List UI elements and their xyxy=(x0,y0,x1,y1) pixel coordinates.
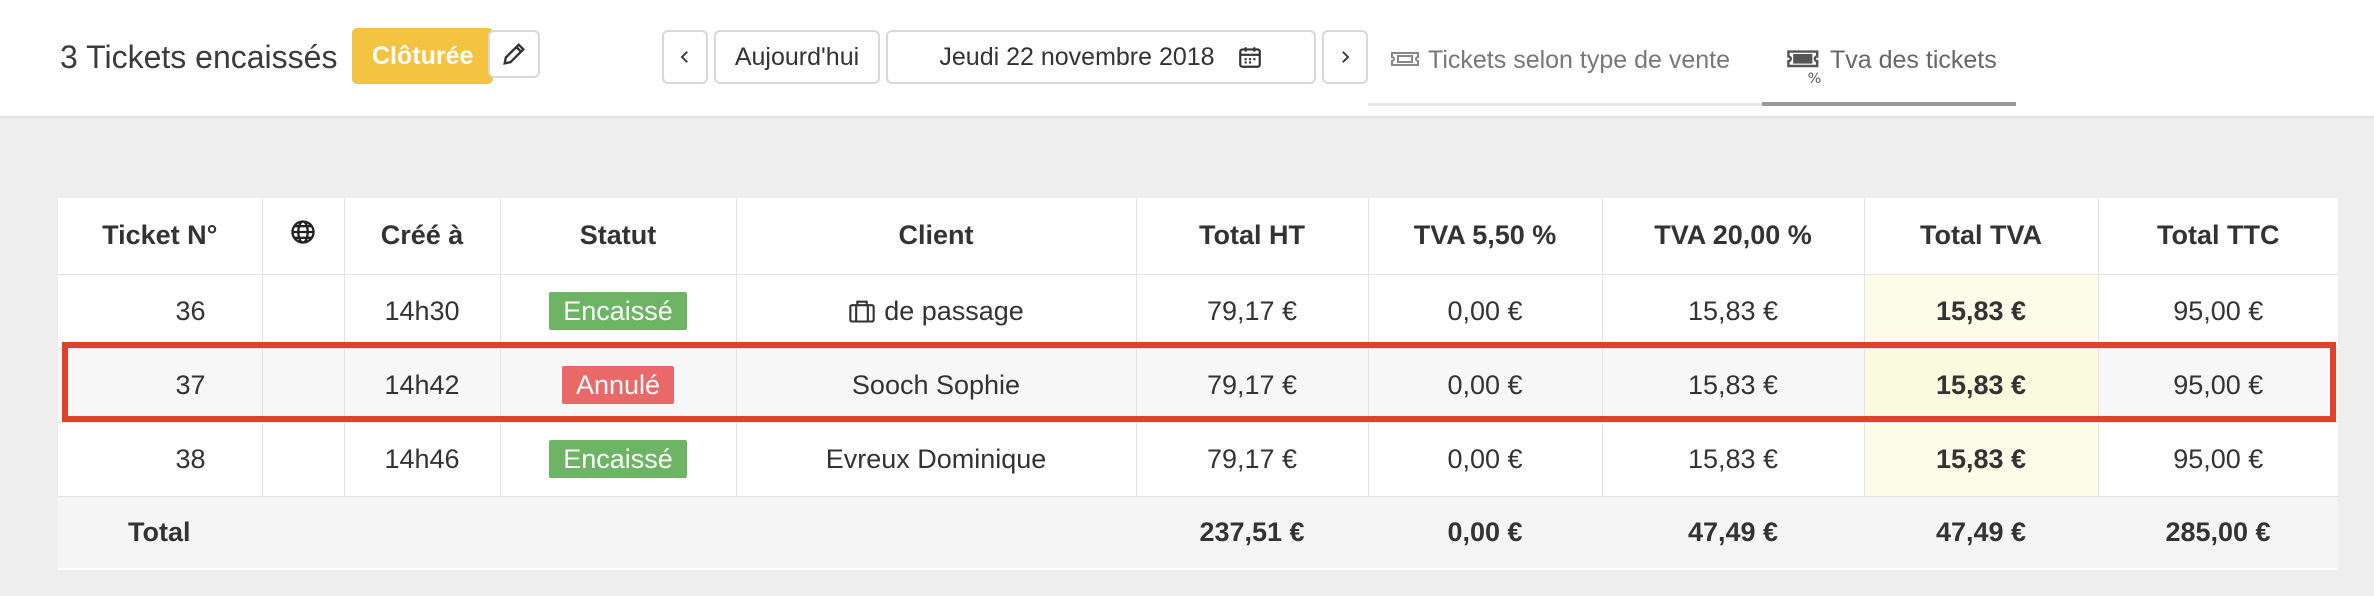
total-ht: 79,17 € xyxy=(1136,422,1369,497)
total-ttc: 95,00 € xyxy=(2098,274,2338,349)
chevron-left-icon xyxy=(680,51,688,63)
status-badge: Encaissé xyxy=(549,440,687,478)
totals-tva: 47,49 € xyxy=(1864,496,2098,568)
today-button[interactable]: Aujourd'hui xyxy=(714,30,880,84)
col-web xyxy=(262,198,345,275)
ticket-number: 36 xyxy=(58,274,263,349)
edit-button[interactable] xyxy=(488,30,540,78)
client-name: de passage xyxy=(884,295,1024,326)
tab-tva[interactable]: % Tva des tickets xyxy=(1762,40,2016,106)
status-badge: Encaissé xyxy=(549,292,687,330)
table-row[interactable]: 38 14h46 Encaissé Evreux Dominique 79,17… xyxy=(58,422,2338,497)
prev-day-button[interactable] xyxy=(662,30,708,84)
created-time: 14h42 xyxy=(344,348,501,423)
totals-ttc: 285,00 € xyxy=(2098,496,2338,568)
total-ht: 79,17 € xyxy=(1136,274,1369,349)
col-client[interactable]: Client xyxy=(736,198,1137,275)
totals-ht: 237,51 € xyxy=(1136,496,1368,568)
totals-tva-55: 0,00 € xyxy=(1368,496,1602,568)
total-tva: 15,83 € xyxy=(1864,274,2099,349)
tva-55: 0,00 € xyxy=(1368,348,1603,423)
pencil-icon xyxy=(503,43,525,65)
status-cell: Encaissé xyxy=(500,422,737,497)
col-total-tva[interactable]: Total TVA xyxy=(1864,198,2099,275)
calendar-icon xyxy=(1238,47,1261,68)
status-badge: Annulé xyxy=(561,366,675,404)
ticket-icon xyxy=(1391,52,1419,66)
col-ticket[interactable]: Ticket N° xyxy=(58,198,263,275)
tva-20: 15,83 € xyxy=(1602,422,1865,497)
total-ttc: 95,00 € xyxy=(2098,348,2338,423)
tab-sales-type[interactable]: Tickets selon type de vente xyxy=(1368,40,1762,106)
status-badge: Clôturée xyxy=(352,28,494,84)
svg-text:%: % xyxy=(1808,71,1822,86)
totals-label: Total xyxy=(58,496,1136,568)
table-row[interactable]: 36 14h30 Encaissé de passage 79,17 € 0,0… xyxy=(58,274,2338,349)
col-status[interactable]: Statut xyxy=(500,198,737,275)
date-label: Jeudi 22 novembre 2018 xyxy=(939,42,1215,71)
col-created[interactable]: Créé à xyxy=(344,198,501,275)
total-ht: 79,17 € xyxy=(1136,348,1369,423)
totals-row: Total 237,51 € 0,00 € 47,49 € 47,49 € 28… xyxy=(58,496,2338,568)
table-row[interactable]: 37 14h42 Annulé Sooch Sophie 79,17 € 0,0… xyxy=(58,348,2338,423)
client-cell: Evreux Dominique xyxy=(736,422,1137,497)
col-total-ht[interactable]: Total HT xyxy=(1136,198,1369,275)
tab-sales-type-label: Tickets selon type de vente xyxy=(1428,46,1731,74)
client-name: Sooch Sophie xyxy=(851,369,1021,400)
total-ttc: 95,00 € xyxy=(2098,422,2338,497)
briefcase-icon xyxy=(849,300,875,323)
tva-55: 0,00 € xyxy=(1368,422,1603,497)
total-tva: 15,83 € xyxy=(1864,348,2099,423)
chevron-right-icon xyxy=(1342,51,1350,63)
ticket-number: 37 xyxy=(58,348,263,423)
globe-icon xyxy=(291,220,315,244)
col-total-ttc[interactable]: Total TTC xyxy=(2098,198,2338,275)
col-tva-55[interactable]: TVA 5,50 % xyxy=(1368,198,1603,275)
status-cell: Annulé xyxy=(500,348,737,423)
web-cell xyxy=(262,422,345,497)
tab-tva-label: Tva des tickets xyxy=(1830,46,1997,74)
client-name: Evreux Dominique xyxy=(825,443,1047,474)
next-day-button[interactable] xyxy=(1322,30,1368,84)
web-cell xyxy=(262,274,345,349)
col-tva-20[interactable]: TVA 20,00 % xyxy=(1602,198,1865,275)
date-picker[interactable]: Jeudi 22 novembre 2018 xyxy=(886,30,1316,84)
page-header: 3 Tickets encaissés Clôturée Aujourd'hui… xyxy=(0,0,2374,118)
ticket-percent-icon: % xyxy=(1787,50,1822,86)
tva-20: 15,83 € xyxy=(1602,274,1865,349)
tva-55: 0,00 € xyxy=(1368,274,1603,349)
tva-20: 15,83 € xyxy=(1602,348,1865,423)
ticket-number: 38 xyxy=(58,422,263,497)
total-tva: 15,83 € xyxy=(1864,422,2099,497)
tickets-table: Ticket N° Créé à Statut Client Total HT … xyxy=(58,198,2338,570)
table-header-row: Ticket N° Créé à Statut Client Total HT … xyxy=(58,198,2338,275)
totals-tva-20: 47,49 € xyxy=(1602,496,1864,568)
client-cell: de passage xyxy=(736,274,1137,349)
page-title: 3 Tickets encaissés xyxy=(60,39,338,75)
client-cell: Sooch Sophie xyxy=(736,348,1137,423)
status-cell: Encaissé xyxy=(500,274,737,349)
created-time: 14h30 xyxy=(344,274,501,349)
web-cell xyxy=(262,348,345,423)
created-time: 14h46 xyxy=(344,422,501,497)
